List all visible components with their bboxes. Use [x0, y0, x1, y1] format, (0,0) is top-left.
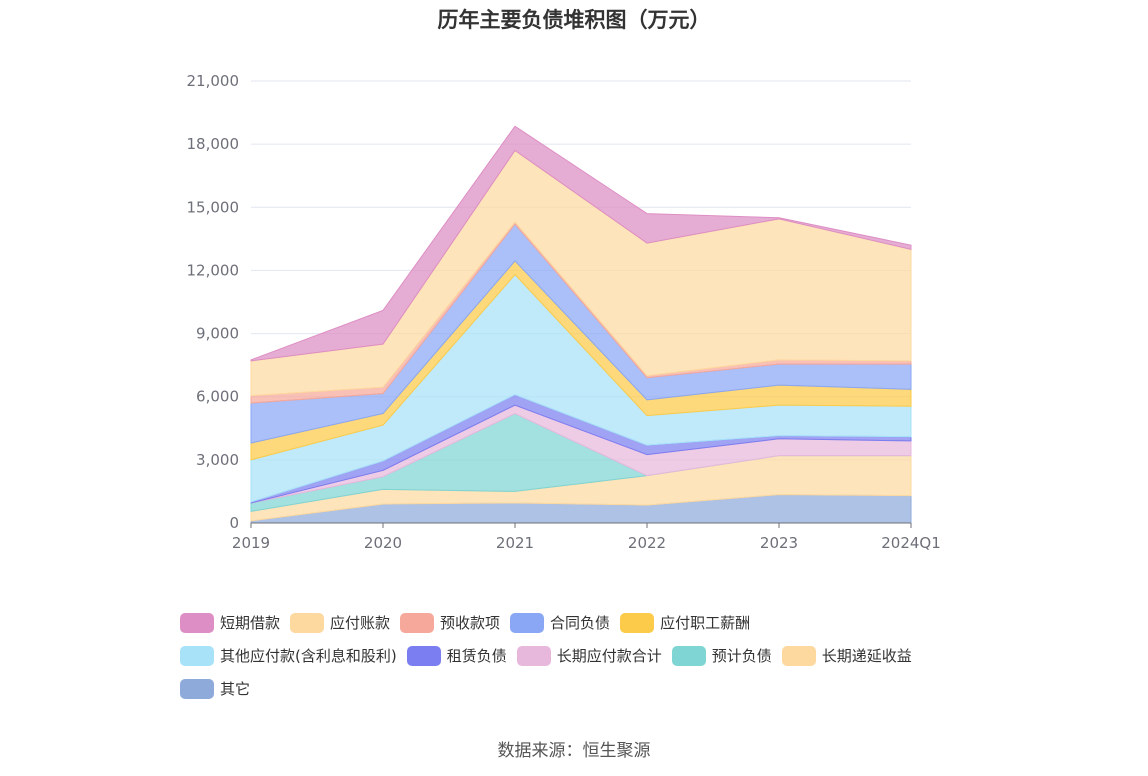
legend-item[interactable]: 应付职工薪酬: [620, 612, 750, 633]
chart-plot: 0 3,000 6,000 9,000 12,000 15,000 18,000 21,000…: [187, 72, 941, 552]
legend-swatch: [180, 678, 214, 699]
legend-item[interactable]: 预收款项: [400, 612, 500, 633]
chart-title: 历年主要负债堆积图（万元）: [437, 8, 711, 32]
legend-swatch: [180, 612, 214, 633]
legend-item[interactable]: 长期应付款合计: [516, 645, 662, 666]
legend-label: 其他应付款(含利息和股利): [220, 647, 397, 665]
y-tick-label: 12,000: [187, 261, 240, 279]
legend-swatch: [290, 612, 325, 633]
legend-item[interactable]: 应付账款: [290, 612, 390, 633]
legend-label: 应付账款: [330, 614, 391, 632]
legend-swatch: [620, 612, 655, 633]
legend-swatch: [406, 645, 441, 666]
legend-row: 短期借款 应付账款 预收款项 合同负债 应付职工薪酬: [180, 606, 1000, 639]
legend-item[interactable]: 其他应付款(含利息和股利): [180, 645, 397, 666]
legend-label: 合同负债: [550, 614, 611, 632]
legend-item[interactable]: 其它: [180, 678, 250, 699]
y-tick-label: 3,000: [196, 451, 239, 469]
y-tick-label: 21,000: [187, 72, 240, 90]
x-tick-label: 2024Q1: [881, 534, 941, 552]
legend-swatch: [781, 645, 816, 666]
legend-label: 长期递延收益: [821, 647, 912, 665]
legend-row: 其它: [180, 672, 1000, 705]
y-tick-label: 9,000: [196, 325, 239, 343]
x-tick-label: 2022: [628, 534, 666, 552]
legend-label: 长期应付款合计: [556, 647, 662, 665]
legend-swatch: [516, 645, 551, 666]
y-tick-label: 0: [229, 514, 239, 532]
legend-label: 其它: [220, 680, 251, 698]
legend-row: 其他应付款(含利息和股利) 租赁负债 长期应付款合计 预计负债 长期递延收益: [180, 639, 1000, 672]
x-tick-label: 2019: [232, 534, 270, 552]
legend-item[interactable]: 租赁负债: [406, 645, 507, 666]
legend-swatch: [180, 645, 214, 666]
legend-item[interactable]: 预计负债: [671, 645, 772, 666]
legend-swatch: [671, 645, 706, 666]
legend-swatch: [400, 612, 435, 633]
legend-item[interactable]: 长期递延收益: [781, 645, 912, 666]
legend-label: 短期借款: [220, 614, 281, 632]
legend-label: 预收款项: [440, 614, 501, 632]
x-tick-label: 2020: [364, 534, 402, 552]
data-source-note: 数据来源：恒生聚源: [497, 741, 651, 761]
x-tick-label: 2021: [496, 534, 534, 552]
y-tick-label: 18,000: [187, 135, 240, 153]
legend-swatch: [510, 612, 545, 633]
y-tick-label: 6,000: [196, 388, 239, 406]
area-series-短期借款[interactable]: [250, 125, 912, 362]
legend-item[interactable]: 合同负债: [510, 612, 610, 633]
legend-label: 租赁负债: [446, 647, 507, 665]
x-tick-label: 2023: [760, 534, 798, 552]
chart-legend: 短期借款 应付账款 预收款项 合同负债 应付职工薪酬其他应付款(含利息和股利) 租赁负债 长…: [180, 606, 1000, 705]
legend-item[interactable]: 短期借款: [180, 612, 280, 633]
legend-label: 预计负债: [711, 647, 772, 665]
legend-label: 应付职工薪酬: [660, 614, 751, 632]
y-tick-label: 15,000: [187, 198, 240, 216]
